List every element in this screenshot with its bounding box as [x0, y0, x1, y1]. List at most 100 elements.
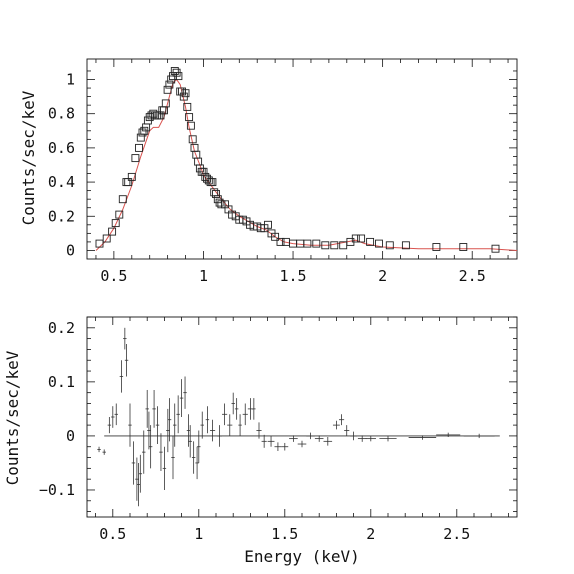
y-tick-label: 0.2: [48, 319, 75, 337]
residual-point: [274, 442, 282, 452]
residual-point: [379, 435, 397, 442]
x-tick-label: 1: [194, 525, 203, 543]
data-point: [366, 237, 375, 246]
residual-point: [167, 398, 172, 442]
data-point: [136, 133, 145, 142]
y-tick-label: 0.8: [48, 105, 75, 123]
top-plot-frame: [86, 58, 518, 260]
data-point: [122, 178, 131, 187]
data-point: [108, 227, 117, 236]
residual-point: [123, 327, 127, 350]
y-tick-label: 0.1: [48, 373, 75, 391]
residual-point: [173, 403, 177, 447]
residual-point: [102, 449, 106, 455]
residual-point: [222, 403, 228, 426]
data-point: [208, 178, 217, 187]
residual-point: [323, 437, 333, 446]
top-y-axis-label: Counts/sec/keV: [19, 90, 38, 225]
residual-point: [119, 360, 124, 393]
residual-point: [408, 435, 437, 440]
residual-point: [357, 435, 367, 442]
data-point: [95, 239, 104, 248]
data-point: [459, 243, 468, 251]
residual-point: [238, 414, 242, 436]
data-point: [357, 234, 366, 243]
residual-point: [306, 432, 315, 440]
data-point: [432, 243, 441, 251]
residual-point: [332, 420, 340, 430]
residual-point: [186, 414, 191, 447]
residual-point: [188, 425, 192, 458]
bottom-residual-points: [97, 327, 495, 507]
residual-point: [350, 431, 358, 441]
residual-point: [338, 414, 345, 426]
y-tick-label: 0: [66, 427, 75, 445]
data-point: [375, 239, 383, 248]
residual-point: [267, 435, 275, 447]
residual-point: [281, 442, 289, 451]
data-point: [271, 232, 280, 241]
residual-point: [261, 434, 267, 448]
residual-point: [136, 462, 141, 507]
data-point: [183, 102, 192, 111]
x-tick-label: 2: [366, 525, 375, 543]
residual-point: [242, 403, 248, 426]
top-panel-fit: 0.5 1 1.5 2 2.5 0 0.2 0.4 0.6 0.8 1 Counts/sec/keV: [19, 58, 518, 285]
data-point: [131, 154, 140, 163]
residual-point: [344, 425, 350, 436]
data-point: [115, 210, 124, 219]
residual-point: [131, 441, 136, 485]
residual-point: [436, 432, 461, 437]
data-point: [401, 241, 410, 250]
y-tick-label: 1: [66, 71, 75, 89]
residual-point: [209, 419, 216, 442]
residual-point: [171, 435, 175, 480]
residual-point: [191, 441, 196, 474]
residual-point: [289, 435, 298, 442]
residual-point: [128, 403, 132, 447]
residual-point: [111, 406, 115, 428]
data-point: [165, 80, 174, 89]
residual-point: [166, 408, 170, 453]
residual-point: [138, 454, 143, 493]
data-point: [111, 219, 120, 228]
x-tick-label: 2.5: [443, 525, 470, 543]
residual-point: [142, 430, 146, 474]
data-point: [276, 237, 285, 246]
bottom-plot-frame: [86, 316, 518, 518]
residual-point: [256, 422, 262, 439]
data-point: [135, 143, 143, 152]
bottom-panel-residuals: 0.5 1 1.5 2 2.5 −0.1 0 0.1 0.2 Counts/sec/keV En…: [3, 316, 518, 566]
data-point: [174, 72, 183, 81]
residual-point: [252, 398, 256, 420]
data-point: [351, 234, 360, 243]
data-point: [303, 239, 312, 248]
residual-point: [135, 457, 139, 501]
residual-point: [200, 411, 204, 439]
top-model-line: [95, 78, 518, 251]
data-point: [212, 190, 220, 198]
residual-point: [179, 379, 184, 417]
residual-point: [197, 430, 201, 463]
x-tick-label: 2.5: [459, 267, 486, 285]
top-data-points: [95, 67, 500, 253]
residual-point: [297, 440, 307, 448]
x-tick-label: 0.5: [100, 267, 127, 285]
data-point: [185, 113, 194, 122]
residual-point: [124, 344, 129, 377]
data-point: [161, 99, 170, 108]
residual-point: [314, 435, 324, 442]
x-tick-label: 2: [378, 267, 387, 285]
residual-point: [148, 425, 153, 469]
residual-point: [365, 435, 376, 442]
residual-point: [183, 376, 187, 409]
data-point: [127, 172, 136, 181]
y-tick-label: −0.1: [39, 481, 75, 499]
top-axis-ticks: 0.5 1 1.5 2 2.5 0 0.2 0.4 0.6 0.8 1: [48, 59, 517, 285]
data-point: [385, 241, 394, 250]
data-point: [102, 234, 111, 243]
data-point: [312, 239, 321, 248]
residual-point: [159, 433, 163, 472]
residual-point: [107, 417, 112, 434]
